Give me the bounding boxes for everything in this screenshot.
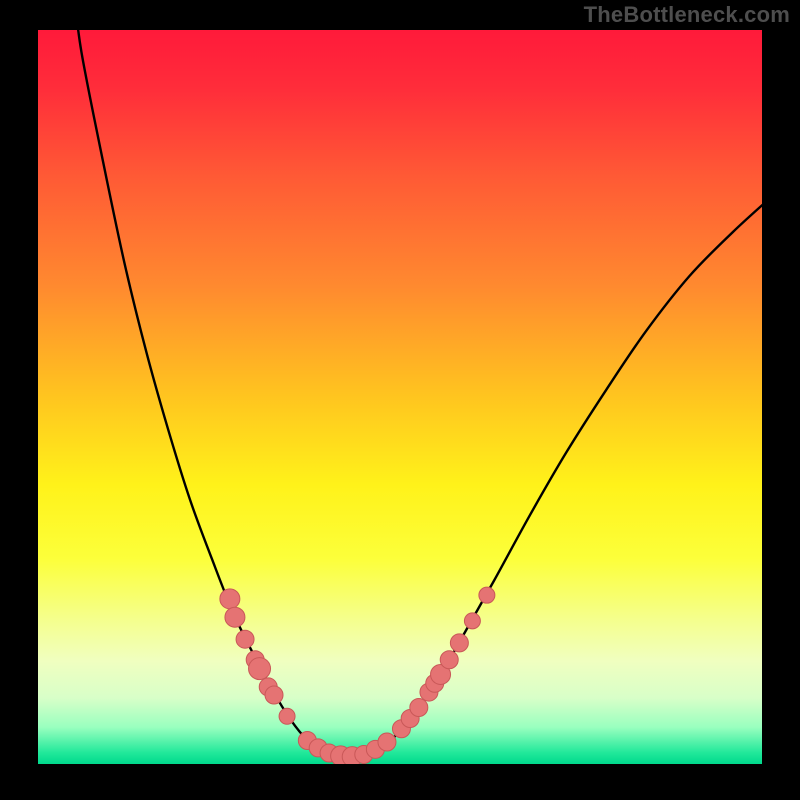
data-marker [464, 613, 480, 629]
data-marker [440, 651, 458, 669]
data-marker [410, 698, 428, 716]
data-marker [378, 733, 396, 751]
data-marker [225, 607, 245, 627]
chart-stage: TheBottleneck.com [0, 0, 800, 800]
data-marker [265, 686, 283, 704]
data-marker [450, 634, 468, 652]
data-marker [249, 658, 271, 680]
data-marker [279, 708, 295, 724]
data-marker [236, 630, 254, 648]
plot-gradient-rect [38, 30, 762, 764]
bottleneck-chart-svg [38, 30, 762, 764]
data-marker [479, 587, 495, 603]
data-marker [220, 589, 240, 609]
watermark-text: TheBottleneck.com [584, 2, 790, 28]
